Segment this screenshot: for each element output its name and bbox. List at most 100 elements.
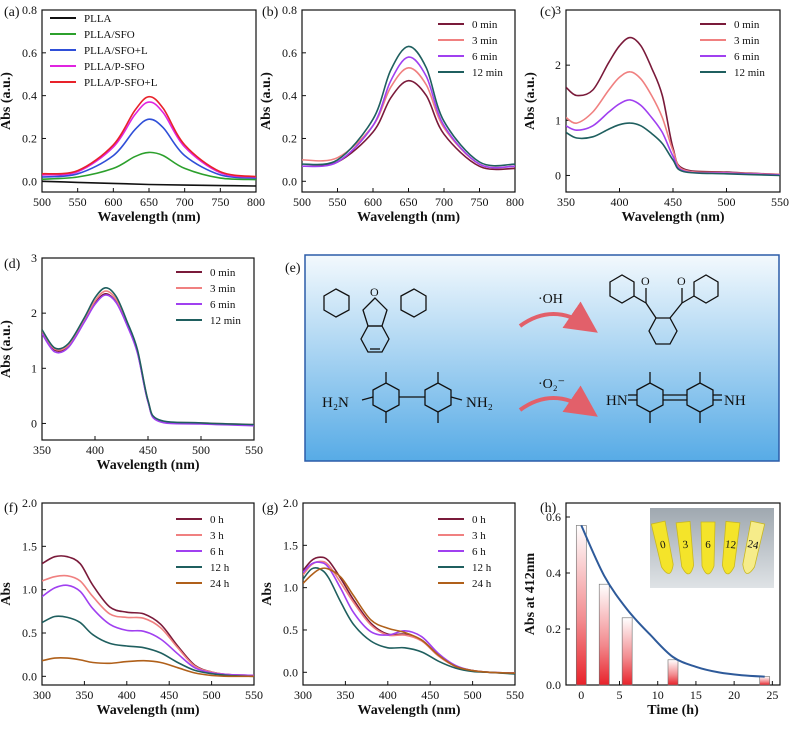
y-axis-label: Abs (a.u.) xyxy=(0,320,14,378)
x-axis-label: Wavelength (nm) xyxy=(621,210,724,225)
series-line-3-h xyxy=(42,574,254,677)
series-line-plla-p-sfo xyxy=(42,101,256,178)
x-tick-label: 550 xyxy=(69,195,87,209)
legend-label: PLLA xyxy=(84,13,112,25)
x-tick-label: 600 xyxy=(104,195,122,209)
legend-label: PLLA/P-SFO xyxy=(84,61,145,73)
panel-label: (h) xyxy=(540,501,557,516)
y-tick-label: 0.2 xyxy=(22,131,37,145)
chart-panel-a: 500 550 600 650 700 750 800 0.0 0.2 0.4 0.6 0.8 Wave… xyxy=(0,3,265,225)
series-line-12-h xyxy=(42,615,254,678)
x-axis-label: Wavelength (nm) xyxy=(357,703,460,718)
series-line-12-h xyxy=(303,567,515,675)
panel-label: (c) xyxy=(540,5,556,20)
x-tick-label: 550 xyxy=(245,443,263,457)
x-tick-label: 400 xyxy=(379,688,397,702)
dibenzoylbenzene-molecule xyxy=(609,274,719,345)
series-line-12-min xyxy=(566,122,780,177)
panel-label: (b) xyxy=(262,5,279,20)
x-axis-label: Wavelength (nm) xyxy=(96,703,199,718)
legend-label: 6 h xyxy=(472,546,486,558)
bar xyxy=(667,659,679,686)
y-tick-label: 0.8 xyxy=(22,3,37,17)
vial-label: 0 xyxy=(659,539,667,552)
bar xyxy=(575,525,587,686)
series-line-plla xyxy=(42,180,256,187)
y-tick-label: 0 xyxy=(555,168,561,182)
dpbf-oxygen: O xyxy=(370,285,379,299)
y-axis-label: Abs xyxy=(0,582,14,606)
bar xyxy=(598,583,610,686)
x-tick-label: 600 xyxy=(364,195,382,209)
bar xyxy=(621,617,633,686)
legend-label: 3 h xyxy=(472,530,486,542)
y-tick-label: 0.2 xyxy=(546,622,561,636)
y-tick-label: 0.6 xyxy=(282,46,297,60)
decay-fit-curve xyxy=(580,524,765,678)
series-line-3-min xyxy=(302,67,515,169)
x-tick-label: 300 xyxy=(294,688,312,702)
x-tick-label: 450 xyxy=(421,688,439,702)
legend-label: 6 h xyxy=(210,546,224,558)
charts-layer: 500 550 600 650 700 750 8000.00.20.40.60.8Wave… xyxy=(0,3,789,718)
y-tick-label: 0 xyxy=(31,416,37,430)
series-line-plla-p-sfo-l xyxy=(42,95,256,178)
y-tick-label: 3 xyxy=(555,3,561,17)
legend-label: 3 min xyxy=(734,35,760,47)
series-line-6-min xyxy=(42,294,254,427)
x-axis-label: Wavelength (nm) xyxy=(96,458,199,473)
y-tick-label: 0.6 xyxy=(22,46,37,60)
plot-frame xyxy=(41,9,257,193)
panel-label: (g) xyxy=(262,501,279,516)
plot-frame xyxy=(302,502,516,686)
x-tick-label: 350 xyxy=(75,688,93,702)
y-axis-label: Abs (a.u.) xyxy=(259,72,274,130)
x-axis-label: Wavelength (nm) xyxy=(97,210,200,225)
chart-panel-g: 300 350 400 450 500 550 0.0 0.5 1.0 1.5 2.0 Wavelen… xyxy=(260,496,524,718)
y-axis-label: Abs (a.u.) xyxy=(0,72,14,130)
hydroxyl-radical-label: ·OH xyxy=(538,292,563,307)
x-tick-label: 750 xyxy=(471,195,489,209)
y-tick-label: 1.5 xyxy=(22,539,37,553)
vial-label: 12 xyxy=(724,538,736,551)
legend-label: 3 min xyxy=(210,283,236,295)
x-tick-label: 800 xyxy=(506,195,524,209)
y-tick-label: 2.0 xyxy=(283,496,298,510)
x-axis-label: Wavelength (nm) xyxy=(357,210,460,225)
x-tick-label: 350 xyxy=(557,195,575,209)
x-tick-label: 650 xyxy=(140,195,158,209)
legend-label: 12 h xyxy=(472,562,492,574)
x-tick-label: 350 xyxy=(33,443,51,457)
x-tick-label: 450 xyxy=(139,443,157,457)
series-line-6-min xyxy=(566,99,780,176)
legend-label: 6 min xyxy=(472,51,498,63)
legend-label: 6 min xyxy=(734,51,760,63)
y-tick-label: 0.4 xyxy=(22,89,37,103)
legend-label: 0 min xyxy=(472,19,498,31)
x-tick-label: 5 xyxy=(617,688,623,702)
y-tick-label: 1.0 xyxy=(283,581,298,595)
bar xyxy=(759,676,771,686)
plot-frame xyxy=(41,502,255,686)
y-tick-label: 1 xyxy=(555,113,561,127)
legend-label: 24 h xyxy=(210,578,230,590)
carbonyl-oxygen-2: O xyxy=(677,274,686,288)
y-axis-label: Abs xyxy=(260,582,275,606)
y-tick-label: 0.0 xyxy=(282,174,297,188)
y-tick-label: 3 xyxy=(31,251,37,265)
imine-left: HN xyxy=(606,393,628,409)
chart-panel-h: 0 5 10 15 20 25 0.0 0.2 0.4 0.6 Time (h) Abs at 412… xyxy=(523,501,781,718)
amine-right: NH₂ xyxy=(466,395,493,411)
x-tick-label: 800 xyxy=(247,195,265,209)
x-tick-label: 500 xyxy=(33,195,51,209)
x-tick-label: 450 xyxy=(664,195,682,209)
x-tick-label: 15 xyxy=(690,688,702,702)
amine-left: H₂N xyxy=(322,395,349,411)
reaction-arrow-1 xyxy=(518,301,598,333)
series-line-0-min xyxy=(302,79,515,171)
legend-label: 6 min xyxy=(210,299,236,311)
y-tick-label: 1 xyxy=(31,361,37,375)
y-tick-label: 0.0 xyxy=(283,665,298,679)
x-tick-label: 500 xyxy=(203,688,221,702)
y-axis-label: Abs (a.u.) xyxy=(523,72,538,130)
